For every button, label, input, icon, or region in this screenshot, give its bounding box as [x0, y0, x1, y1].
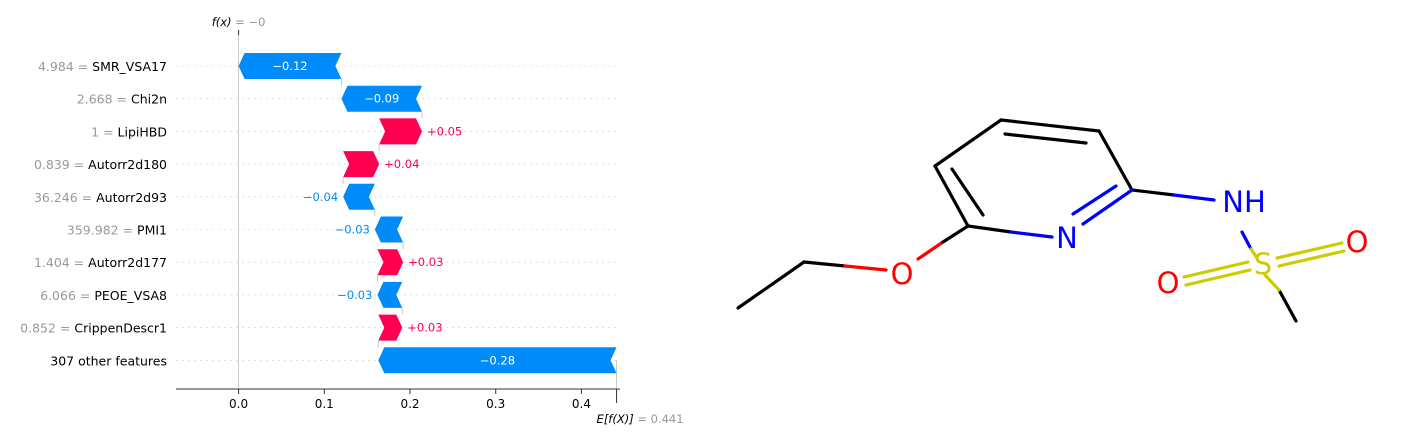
bar-value-label: −0.09: [364, 92, 399, 106]
bond-s-o-left-b: [1184, 268, 1252, 287]
bond-c2-n: [1130, 188, 1176, 197]
positive-bar: [343, 151, 380, 178]
feature-label: 0.839 = Autorr2d180: [34, 157, 167, 172]
bar-value-label: −0.03: [337, 288, 372, 302]
atom-sulfur: S: [1254, 247, 1272, 281]
molecule-structure: O N NH S O O: [736, 118, 1369, 323]
negative-bar: [377, 281, 403, 308]
bond-s-o-right-b: [1277, 249, 1346, 268]
bond-o-ring: [916, 240, 945, 261]
x-tick-label: 0.1: [315, 397, 334, 411]
bond-o-ring-c: [941, 224, 970, 244]
atom-oxygen-right: O: [1346, 225, 1369, 259]
bar-value-label: +0.04: [384, 157, 419, 171]
negative-bar: [378, 347, 617, 374]
bond-s-o-right-a: [1275, 241, 1344, 260]
bar-value-label: +0.05: [427, 124, 462, 138]
bond-n-ring: [1009, 230, 1054, 239]
positive-bar: [377, 249, 404, 276]
shap-waterfall-chart: −0.12 4.984 = SMR_VSA17 −0.09 2.668 = Chi2n…: [20, 15, 684, 426]
positive-bar: [379, 118, 422, 145]
base-value-label: E[f(X)] = 0.441: [597, 412, 684, 426]
bond-o-ch2: [843, 264, 888, 272]
fx-label: f(x) = −0: [212, 15, 266, 29]
x-tick-label: 0.2: [400, 397, 419, 411]
atom-oxygen-left: O: [1157, 266, 1180, 300]
hetero-bonds: [843, 184, 1346, 292]
bar-value-label: +0.03: [408, 255, 443, 269]
bar-value-label: −0.03: [335, 223, 370, 237]
x-tick-label: 0.0: [229, 397, 248, 411]
bond-ring-c4-c3-inner: [1003, 132, 1088, 145]
feature-label: 359.982 = PMI1: [67, 223, 167, 238]
bar-value-label: +0.03: [407, 321, 442, 335]
carbon-bonds: [736, 118, 1298, 323]
feature-label: 4.984 = SMR_VSA17: [38, 59, 167, 74]
feature-label: 0.852 = CrippenDescr1: [20, 321, 167, 336]
x-tick-label: 0.3: [486, 397, 505, 411]
feature-label: 307 other features: [50, 353, 167, 368]
bar-value-label: −0.28: [480, 353, 515, 367]
feature-label: 1 = LipiHBD: [91, 124, 167, 139]
bond-ring-n-c2-inner: [1071, 184, 1118, 216]
bond-ring-c5-c4: [933, 118, 1003, 168]
atom-oxygen-ether: O: [891, 257, 914, 291]
atom-nh: NH: [1222, 185, 1266, 219]
negative-bar: [238, 53, 342, 79]
bond-nh: [1172, 193, 1216, 202]
negative-bar: [343, 183, 375, 210]
feature-label: 36.246 = Autorr2d93: [34, 190, 167, 205]
bond-ch2-o: [802, 260, 847, 268]
bond-ring-n-c2: [1081, 188, 1134, 226]
positive-bar: [378, 314, 403, 341]
bond-ring-c4-c3: [999, 118, 1101, 133]
atom-nitrogen-ring: N: [1056, 221, 1078, 255]
bond-nh-s: [1240, 230, 1253, 251]
feature-label: 1.404 = Autorr2d177: [34, 255, 167, 270]
bar-value-label: −0.12: [272, 59, 307, 73]
negative-bar: [341, 85, 422, 112]
bond-ring-c6-c5: [933, 164, 970, 228]
bond-nh-s-2: [1249, 247, 1259, 260]
bond-s-o-left-a: [1182, 260, 1250, 279]
bond-ring-c6-c5-inner: [950, 167, 985, 217]
bond-ethyl: [736, 260, 806, 310]
bond-s-methyl: [1277, 288, 1298, 323]
negative-bar: [374, 216, 404, 243]
bond-ring-c3-c2: [1097, 129, 1134, 192]
x-tick-label: 0.4: [572, 397, 591, 411]
bond-s-methyl-y: [1263, 273, 1281, 292]
feature-label: 6.066 = PEOE_VSA8: [40, 288, 167, 303]
bond-c6-n: [966, 224, 1013, 234]
bar-value-label: −0.04: [303, 190, 338, 204]
feature-label: 2.668 = Chi2n: [77, 92, 167, 107]
